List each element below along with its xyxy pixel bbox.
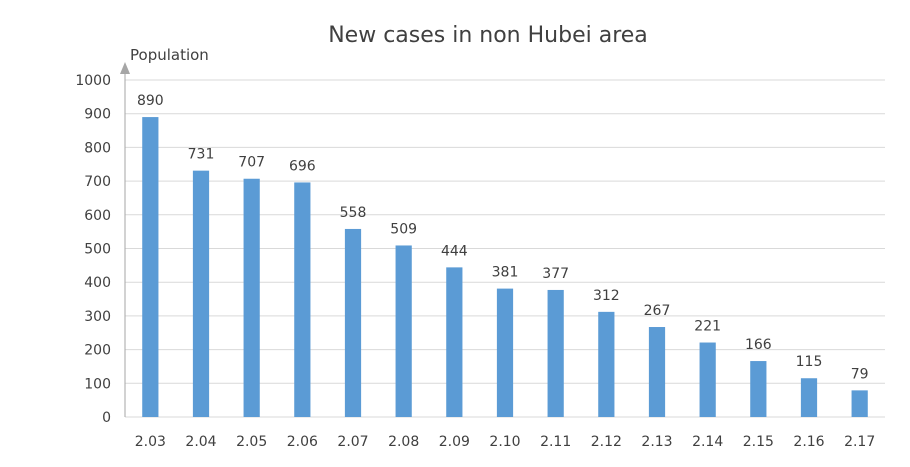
y-tick-label: 200 bbox=[84, 343, 111, 359]
y-tick-label: 100 bbox=[84, 376, 111, 392]
x-tick-labels: 2.03 2.04 2.05 2.06 2.07 2.08 2.09 2.10 2.11 2.12… bbox=[135, 434, 876, 450]
x-tick-label: 2.14 bbox=[692, 434, 723, 450]
data-label: 312 bbox=[593, 288, 620, 304]
x-tick-label: 2.08 bbox=[388, 434, 419, 450]
x-tick-label: 2.12 bbox=[591, 434, 622, 450]
chart-title: New cases in non Hubei area bbox=[328, 23, 648, 48]
data-label: 115 bbox=[796, 354, 823, 370]
y-tick-label: 1000 bbox=[75, 73, 111, 89]
data-label: 696 bbox=[289, 158, 316, 174]
bar-2.03 bbox=[142, 117, 159, 417]
x-tick-label: 2.10 bbox=[489, 434, 520, 450]
data-label: 558 bbox=[340, 205, 367, 221]
bar-2.17 bbox=[851, 390, 868, 417]
y-tick-label: 0 bbox=[102, 410, 111, 426]
bar-2.07 bbox=[344, 228, 362, 417]
data-label: 377 bbox=[542, 266, 569, 282]
x-tick-label: 2.05 bbox=[236, 434, 267, 450]
x-tick-label: 2.09 bbox=[439, 434, 470, 450]
x-tick-label: 2.15 bbox=[743, 434, 774, 450]
x-tick-label: 2.04 bbox=[185, 434, 216, 450]
bar-2.08 bbox=[395, 245, 412, 417]
bar-2.16 bbox=[800, 378, 818, 417]
bar-2.10 bbox=[496, 288, 514, 417]
bar-2.11 bbox=[547, 289, 564, 417]
bar-2.13 bbox=[648, 327, 666, 417]
y-tick-label: 900 bbox=[84, 107, 111, 123]
bar-2.09 bbox=[446, 267, 463, 417]
bar-2.04 bbox=[192, 170, 210, 417]
y-tick-label: 300 bbox=[84, 309, 111, 325]
x-tick-label: 2.07 bbox=[337, 434, 368, 450]
data-label: 707 bbox=[238, 155, 265, 171]
bar-2.05 bbox=[243, 178, 260, 417]
data-label: 444 bbox=[441, 243, 468, 259]
x-tick-label: 2.03 bbox=[135, 434, 166, 450]
x-tick-label: 2.16 bbox=[793, 434, 824, 450]
y-tick-label: 600 bbox=[84, 208, 111, 224]
data-label: 221 bbox=[694, 319, 721, 335]
data-labels: 890 731 707 696 558 509 444 381 377 312 267 221 166 1… bbox=[137, 93, 869, 382]
data-label: 890 bbox=[137, 93, 164, 109]
y-axis-arrow bbox=[120, 62, 130, 74]
y-axis-label: Population bbox=[130, 46, 209, 64]
bar-2.15 bbox=[750, 361, 767, 417]
bar-2.14 bbox=[699, 342, 716, 417]
data-label: 509 bbox=[390, 221, 417, 237]
y-tick-label: 400 bbox=[84, 275, 111, 291]
data-label: 381 bbox=[492, 265, 519, 281]
x-tick-label: 2.17 bbox=[844, 434, 875, 450]
x-tick-label: 2.13 bbox=[641, 434, 672, 450]
y-tick-label: 500 bbox=[84, 242, 111, 258]
data-label: 267 bbox=[644, 303, 671, 319]
y-tick-label: 700 bbox=[84, 174, 111, 190]
x-tick-label: 2.11 bbox=[540, 434, 571, 450]
data-label: 166 bbox=[745, 337, 772, 353]
bar-2.06 bbox=[294, 182, 311, 417]
bars bbox=[142, 117, 868, 417]
bar-2.12 bbox=[598, 311, 615, 417]
data-label: 79 bbox=[851, 366, 869, 382]
x-tick-label: 2.06 bbox=[287, 434, 318, 450]
y-tick-labels: 0 100 200 300 400 500 600 700 800 900 1000 bbox=[75, 73, 111, 426]
y-tick-label: 800 bbox=[84, 140, 111, 156]
data-label: 731 bbox=[188, 147, 215, 163]
